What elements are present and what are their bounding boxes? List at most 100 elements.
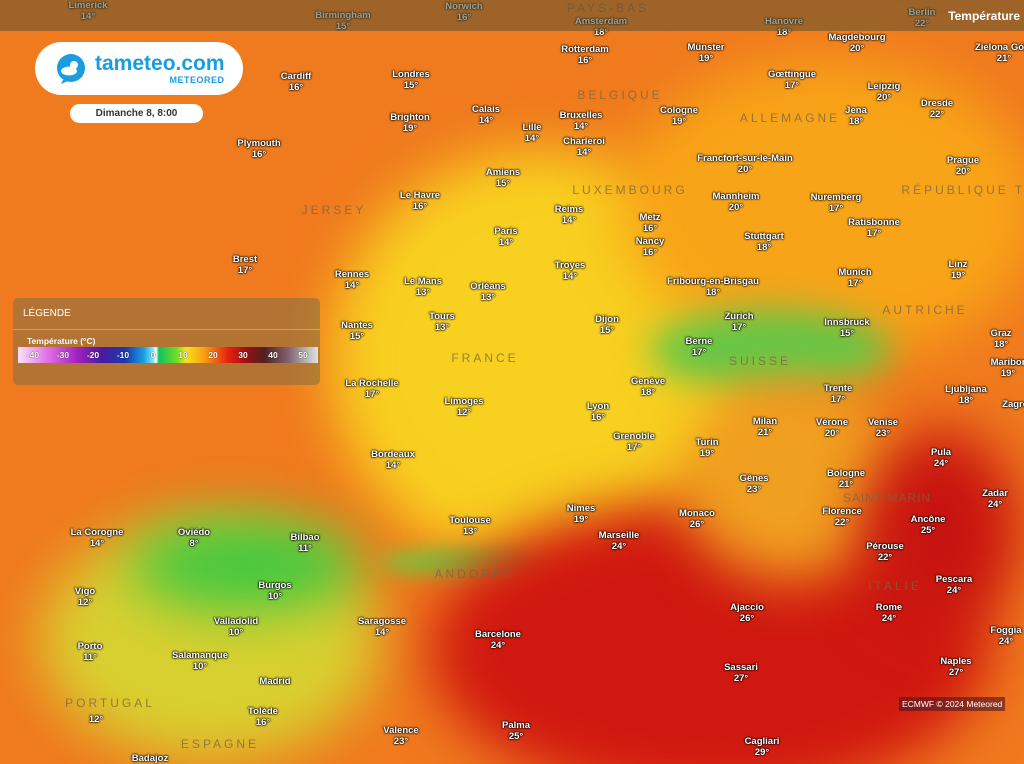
city-marker[interactable]: Paris 14° (494, 226, 517, 248)
city-marker[interactable]: Monaco 26° (679, 508, 715, 530)
city-marker[interactable]: Brest 17° (233, 254, 257, 276)
city-marker[interactable]: Genève 18° (631, 376, 665, 398)
city-marker[interactable]: Cardiff 16° (281, 71, 312, 93)
city-marker[interactable]: Jena 18° (845, 105, 867, 127)
city-marker[interactable]: Zadar 24° (982, 488, 1008, 510)
city-marker[interactable]: Bologne 21° (827, 468, 865, 490)
city-marker[interactable]: Palma 25° (502, 720, 530, 742)
city-marker[interactable]: Rennes 14° (335, 269, 369, 291)
city-marker[interactable]: Munich 17° (838, 267, 871, 289)
city-marker[interactable]: La Corogne 14° (71, 527, 124, 549)
city-marker[interactable]: Maribor 19° (991, 357, 1024, 379)
city-marker[interactable]: Limoges 12° (444, 396, 483, 418)
city-marker[interactable]: Pérouse 22° (866, 541, 904, 563)
city-marker[interactable]: Lille 14° (522, 122, 541, 144)
city-marker[interactable]: Berne 17° (686, 336, 713, 358)
city-marker[interactable]: Calais 14° (472, 104, 500, 126)
city-marker[interactable]: Lyon 16° (587, 401, 609, 423)
city-marker[interactable]: Cologne 19° (660, 105, 698, 127)
city-name: Munich (838, 267, 872, 278)
city-marker[interactable]: Dijon 15° (595, 314, 619, 336)
city-marker[interactable]: Orléans 13° (470, 281, 505, 303)
city-marker[interactable]: Vérone 20° (816, 417, 848, 439)
city-marker[interactable]: Metz 16° (639, 212, 660, 234)
city-marker[interactable]: Brighton 19° (390, 112, 430, 134)
city-marker[interactable]: Londres 15° (392, 69, 429, 91)
city-marker[interactable]: Innsbruck 15° (824, 317, 869, 339)
city-name: La Rochelle (345, 378, 399, 389)
city-marker[interactable]: Vigo 12° (75, 586, 95, 608)
city-marker[interactable]: Fribourg-en-Brisgau 18° (667, 276, 759, 298)
city-marker[interactable]: Tours 13° (429, 311, 455, 333)
city-marker[interactable]: Ancône 25° (911, 514, 946, 536)
city-marker[interactable]: Valence 23° (383, 725, 418, 747)
city-marker[interactable]: Porto 11° (78, 641, 103, 663)
city-marker[interactable]: Barcelone 24° (475, 629, 521, 651)
city-marker[interactable]: Le Havre 16° (400, 190, 440, 212)
city-marker[interactable]: Oviédo 8° (178, 527, 210, 549)
city-marker[interactable]: Toulouse 13° (449, 515, 491, 537)
city-marker[interactable]: Saragosse 14° (358, 616, 406, 638)
brand-logo[interactable]: tameteo.com METEORED (35, 42, 243, 95)
city-marker[interactable]: Mannheim 20° (713, 191, 760, 213)
city-name: Nuremberg (810, 192, 862, 203)
city-marker[interactable]: Rome 24° (876, 602, 902, 624)
city-marker[interactable]: Zagreb (1002, 399, 1024, 410)
city-marker[interactable]: Bruxelles 14° (560, 110, 603, 132)
city-marker[interactable]: Pula 24° (931, 447, 951, 469)
layer-title: Température (948, 9, 1020, 23)
city-name: Charleroi (563, 136, 605, 147)
city-marker[interactable]: Marseille 24° (599, 530, 640, 552)
city-marker[interactable]: Pescara 24° (936, 574, 972, 596)
city-marker[interactable]: Stuttgart 18° (744, 231, 784, 253)
city-marker[interactable]: Trente 17° (824, 383, 853, 405)
city-marker[interactable]: Ratisbonne 17° (848, 217, 900, 239)
city-marker[interactable]: Münster 19° (688, 42, 725, 64)
city-marker[interactable]: Florence 22° (822, 506, 862, 528)
city-marker[interactable]: Venise 23° (868, 417, 898, 439)
city-marker[interactable]: Burgos 10° (258, 580, 291, 602)
city-marker[interactable]: Cagliari 29° (745, 736, 780, 758)
city-marker[interactable]: Grenoble 17° (613, 431, 655, 453)
city-marker[interactable]: Zielona Góra21° (975, 42, 1024, 64)
city-marker[interactable]: Bilbao 11° (290, 532, 319, 554)
city-marker[interactable]: Sassari 27° (724, 662, 758, 684)
city-marker[interactable]: Foggia 24° (990, 625, 1021, 647)
city-marker[interactable]: Zurich 17° (724, 311, 753, 333)
city-marker[interactable]: Troyes 14° (555, 260, 586, 282)
city-marker[interactable]: Francfort-sur-le-Main 20° (697, 153, 793, 175)
city-marker[interactable]: Tolède 16° (248, 706, 278, 728)
city-marker[interactable]: Gœttingue 17° (768, 69, 816, 91)
city-marker[interactable]: Salamanque 10° (172, 650, 228, 672)
city-marker[interactable]: Amiens 15° (486, 167, 520, 189)
city-marker[interactable]: Prague 20° (947, 155, 979, 177)
city-marker[interactable]: Graz 18° (990, 328, 1011, 350)
city-marker[interactable]: Valladolid 10° (214, 616, 258, 638)
city-marker[interactable]: Plymouth 16° (237, 138, 280, 160)
city-marker[interactable]: Linz 19° (949, 259, 968, 281)
city-marker[interactable]: Milan 21° (753, 416, 777, 438)
forecast-time[interactable]: Dimanche 8, 8:00 (70, 104, 203, 123)
city-marker[interactable]: La Rochelle 17° (345, 378, 398, 400)
city-marker[interactable]: Charleroi 14° (563, 136, 605, 158)
city-marker[interactable]: Reims 14° (555, 204, 584, 226)
city-marker[interactable]: Naples 27° (940, 656, 971, 678)
city-marker[interactable]: Nantes 15° (341, 320, 373, 342)
city-marker[interactable]: Nîmes 19° (567, 503, 596, 525)
city-marker[interactable]: Magdebourg 20° (829, 32, 886, 54)
city-marker[interactable]: Ljubljana 18° (945, 384, 987, 406)
city-marker[interactable]: Turin 19° (695, 437, 718, 459)
city-marker[interactable]: Le Mans 13° (404, 276, 442, 298)
city-marker[interactable]: Gênes 23° (739, 473, 768, 495)
city-marker[interactable]: Madrid (259, 676, 290, 687)
city-marker[interactable]: Dresde 22° (921, 98, 953, 120)
city-marker[interactable]: Nancy 16° (636, 236, 665, 258)
city-marker[interactable]: Nuremberg 17° (811, 192, 862, 214)
city-marker[interactable]: Badajoz (132, 753, 168, 764)
city-marker[interactable]: Rotterdam 16° (561, 44, 609, 66)
city-marker[interactable]: 12° (89, 714, 103, 725)
city-marker[interactable]: Leipzig 20° (868, 81, 901, 103)
city-marker[interactable]: Ajaccio 26° (730, 602, 764, 624)
city-marker[interactable]: Bordeaux 14° (371, 449, 415, 471)
